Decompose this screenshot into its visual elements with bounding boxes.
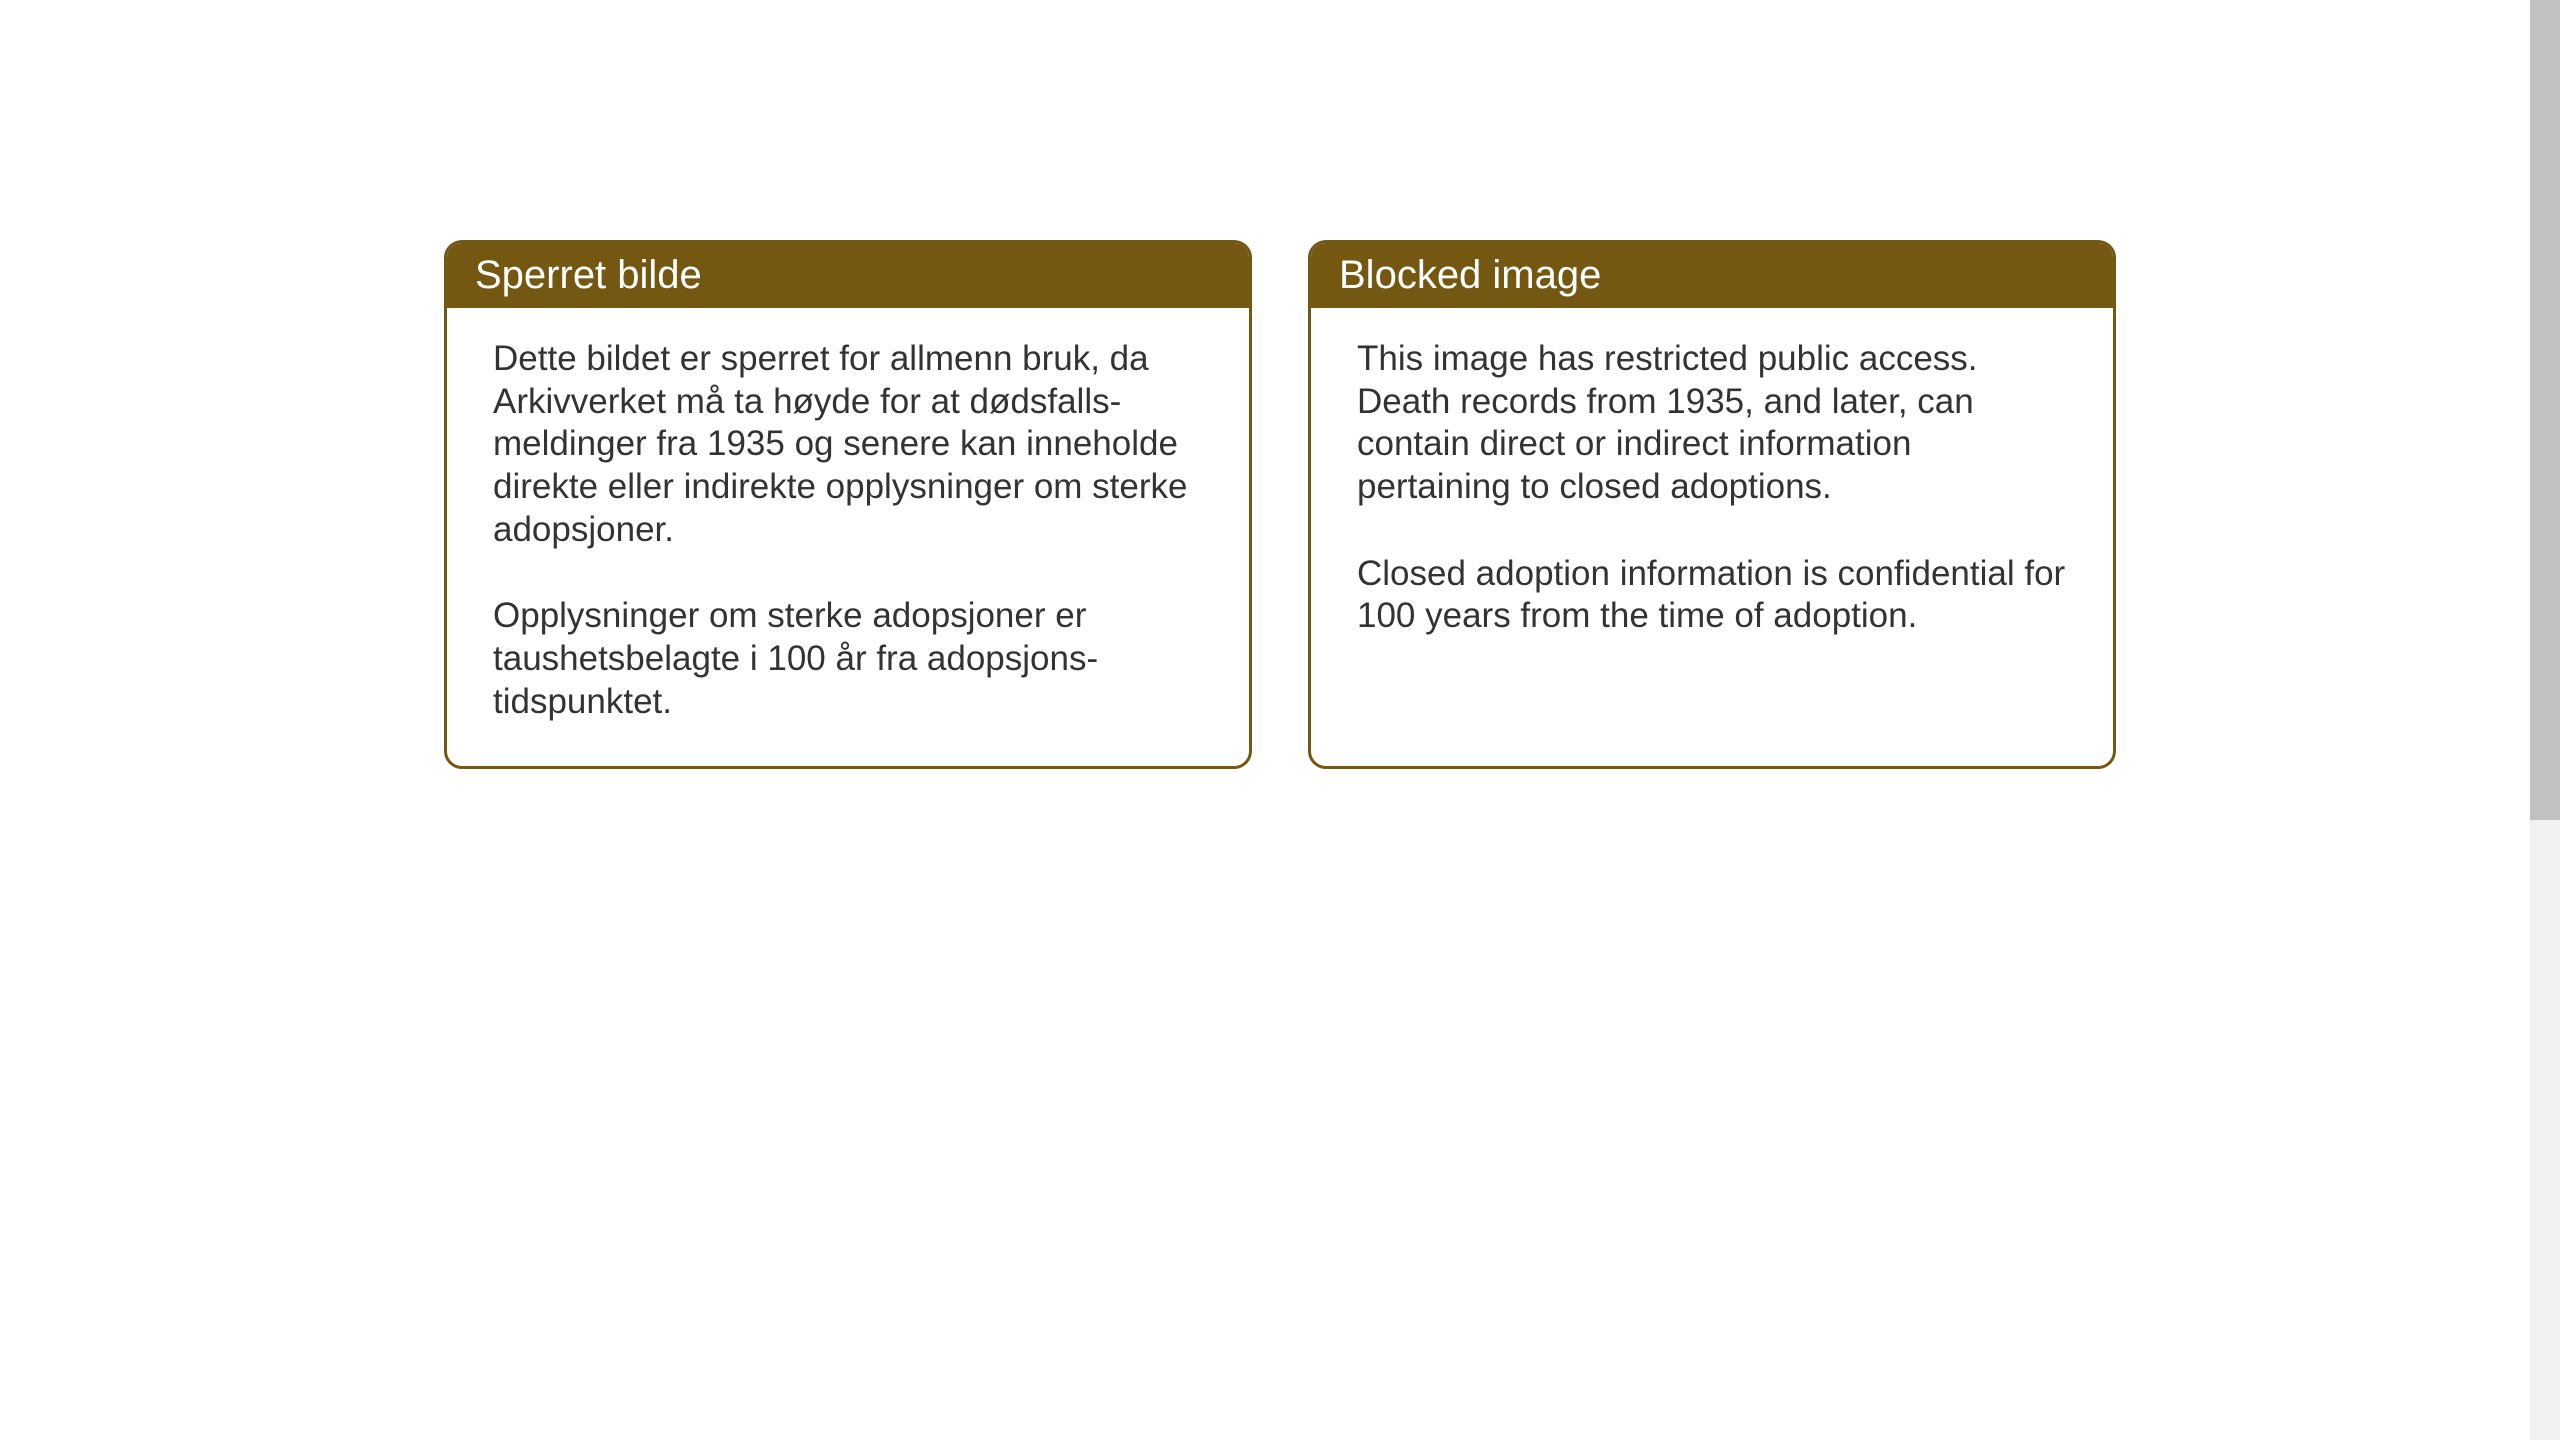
notice-paragraph-2-english: Closed adoption information is confident… bbox=[1357, 553, 2067, 638]
notice-body-norwegian: Dette bildet er sperret for allmenn bruk… bbox=[447, 308, 1249, 766]
notice-box-english: Blocked image This image has restricted … bbox=[1308, 240, 2116, 769]
notice-paragraph-1-english: This image has restricted public access.… bbox=[1357, 338, 2067, 509]
notice-container: Sperret bilde Dette bildet er sperret fo… bbox=[444, 240, 2116, 769]
notice-title-norwegian: Sperret bilde bbox=[447, 243, 1249, 308]
notice-paragraph-1-norwegian: Dette bildet er sperret for allmenn bruk… bbox=[493, 338, 1203, 551]
notice-title-english: Blocked image bbox=[1311, 243, 2113, 308]
notice-paragraph-2-norwegian: Opplysninger om sterke adopsjoner er tau… bbox=[493, 595, 1203, 723]
scrollbar-thumb[interactable] bbox=[2530, 0, 2560, 820]
notice-body-english: This image has restricted public access.… bbox=[1311, 308, 2113, 680]
scrollbar-track[interactable] bbox=[2530, 0, 2560, 1440]
notice-box-norwegian: Sperret bilde Dette bildet er sperret fo… bbox=[444, 240, 1252, 769]
